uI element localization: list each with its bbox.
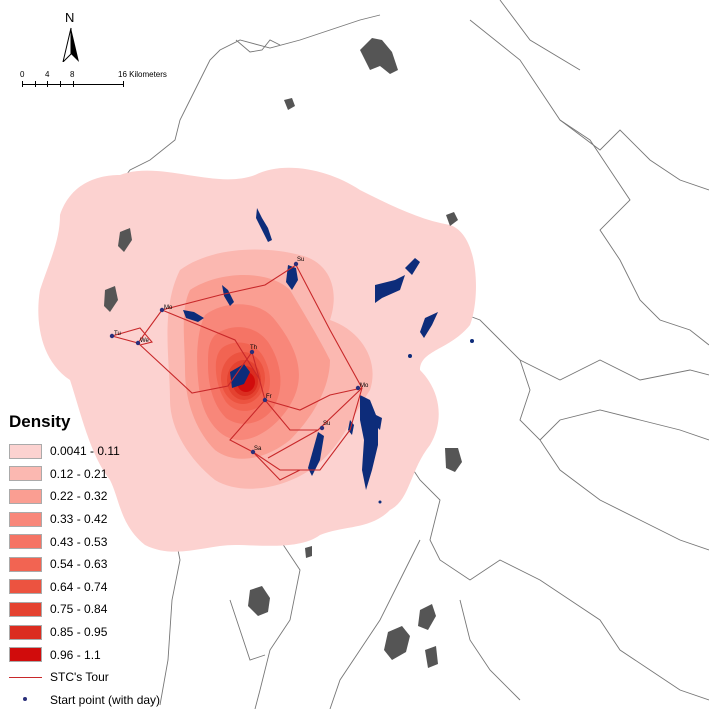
legend-label: 0.75 - 0.84 [50,602,108,617]
legend: Density 0.0041 - 0.11 0.12 - 0.21 0.22 - 0… [9,412,189,711]
lake [222,285,234,306]
island [360,38,398,74]
site-label: Tu [114,331,121,337]
lake [360,395,378,490]
legend-swatch [9,556,42,572]
islands [104,38,462,668]
scale-label: 0 [20,70,25,79]
legend-swatch [9,579,42,595]
legend-item-density: 0.33 - 0.42 [9,508,189,531]
legend-title: Density [9,412,71,431]
start-point [250,449,256,455]
legend-item-density: 0.75 - 0.84 [9,598,189,621]
site-label: We [140,338,150,344]
island [384,626,410,660]
start-point-swatch [9,692,42,707]
lake [183,310,204,322]
legend-swatch [9,466,42,482]
start-point [293,261,299,267]
legend-swatch [9,647,42,663]
north-arrow-icon [62,27,79,62]
lake [470,339,474,343]
lake [308,432,324,476]
tour-line-swatch [9,670,42,685]
start-point [319,425,325,431]
legend-label: 0.96 - 1.1 [50,647,101,662]
island [104,286,118,312]
legend-label: 0.12 - 0.21 [50,466,108,481]
site-label: Su [297,257,304,263]
site-label: Sa [254,446,262,452]
legend-label: 0.64 - 0.74 [50,579,108,594]
legend-item-density: 0.85 - 0.95 [9,621,189,644]
legend-item-density: 0.64 - 0.74 [9,576,189,599]
legend-label: 0.33 - 0.42 [50,512,108,527]
legend-label: Start point (with day) [50,692,161,707]
island [445,448,462,472]
lakes [183,208,474,504]
lake [375,275,405,303]
start-point [249,349,255,355]
site-labels: Su Mo Tu We Th Fr Mo Su Sa [114,257,369,452]
lake [256,208,272,242]
island [305,546,312,558]
legend-label: 0.54 - 0.63 [50,557,108,572]
legend-label: 0.22 - 0.32 [50,489,108,504]
lake [405,258,420,275]
legend-item-density: 0.12 - 0.21 [9,463,189,486]
legend-item-density: 0.96 - 1.1 [9,643,189,666]
legend-label: STC's Tour [50,670,109,685]
island [425,646,438,668]
legend-swatch [9,443,42,459]
lake [286,265,298,290]
legend-label: 0.0041 - 0.11 [50,444,120,459]
island [446,212,458,226]
legend-swatch [9,488,42,504]
legend-item-density: 0.54 - 0.63 [9,553,189,576]
legend-swatch [9,534,42,550]
north-letter: N [65,10,75,25]
legend-swatch [9,601,42,617]
scale-label: 8 [70,70,75,79]
island [248,586,270,616]
site-label: Mo [360,383,369,389]
island [284,98,295,110]
legend-item-tour: STC's Tour [9,666,189,689]
legend-swatch [9,624,42,640]
scale-bar: 0 4 8 16 Kilometers [18,70,178,90]
lake [408,354,412,358]
start-point [109,333,115,339]
legend-swatch [9,511,42,527]
start-points [109,261,361,455]
site-label: Mo [164,305,173,311]
scale-label: 16 Kilometers [118,70,167,79]
legend-label: 0.85 - 0.95 [50,625,108,640]
legend-label: 0.43 - 0.53 [50,534,108,549]
legend-item-density: 0.43 - 0.53 [9,530,189,553]
lake [420,312,438,338]
legend-item-density: 0.0041 - 0.11 [9,440,189,463]
lake [230,364,250,388]
lake [378,500,382,504]
start-point [159,307,165,313]
site-label: Fr [266,394,272,400]
island [418,604,436,630]
legend-item-density: 0.22 - 0.32 [9,485,189,508]
start-point [355,385,361,391]
start-point [262,397,268,403]
north-arrow: N [60,10,82,62]
site-label: Su [323,421,330,427]
legend-item-start: Start point (with day) [9,689,189,711]
site-label: Th [250,345,257,351]
scale-label: 4 [45,70,50,79]
start-point [135,340,141,346]
lake [375,415,382,430]
island [118,228,132,252]
